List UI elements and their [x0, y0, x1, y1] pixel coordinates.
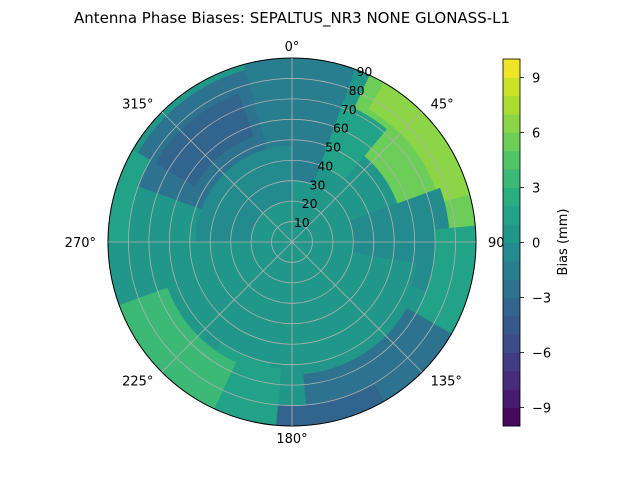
colorbar-segment [503, 59, 520, 78]
colorbar-tick-label: 6 [532, 126, 540, 141]
colorbar-segment [503, 224, 520, 243]
colorbar-segment [503, 297, 520, 317]
colorbar-segment [503, 77, 520, 97]
angular-gridline-225 [161, 241, 293, 373]
colorbar-segment [503, 352, 520, 372]
colorbar-segment [503, 150, 520, 170]
radial-tick-label: 80 [349, 83, 365, 98]
radial-tick-label: 70 [341, 102, 357, 117]
angular-gridline-45 [291, 111, 423, 243]
colorbar-segment [503, 242, 520, 262]
colorbar-segment [503, 187, 520, 207]
angular-tick-label: 270° [65, 236, 96, 251]
colorbar: −9 −6 −3 0 3 6 9 [502, 58, 551, 427]
colorbar-segment [503, 389, 520, 409]
angular-tick-label: 315° [122, 97, 153, 112]
angular-tick-labels: 0°45°90°135°180°225°270°315° [65, 40, 511, 447]
colorbar-segment [503, 407, 520, 427]
colorbar-segment [503, 334, 520, 353]
radial-tick-label: 40 [317, 158, 333, 173]
radial-tick-label: 10 [294, 215, 310, 230]
angular-tick-label: 45° [431, 97, 454, 112]
radial-tick-label: 60 [333, 121, 349, 136]
contour-region-12 [155, 93, 254, 187]
angular-gridline-135 [291, 241, 423, 373]
colorbar-tick-label: −6 [532, 347, 551, 362]
colorbar-segment [503, 205, 520, 225]
colorbar-segment [503, 95, 520, 115]
angular-tick-label: 225° [122, 375, 153, 390]
colorbar-segment [503, 169, 520, 188]
colorbar-segment [503, 315, 520, 335]
colorbar-segment [503, 132, 520, 152]
chart-title: Antenna Phase Biases: SEPALTUS_NR3 NONE … [74, 9, 510, 28]
colorbar-segment [503, 114, 520, 133]
colorbar-tick-label: −3 [532, 292, 551, 307]
radial-tick-label: 50 [325, 140, 341, 155]
colorbar-tick-label: 0 [532, 237, 540, 252]
colorbar-label: Bias (mm) [556, 209, 571, 276]
radial-tick-label: 20 [302, 196, 318, 211]
colorbar-segment [503, 370, 520, 390]
colorbar-segment [503, 260, 520, 280]
colorbar-tick-label: 9 [532, 71, 540, 86]
colorbar-tick-label: −9 [532, 402, 551, 417]
angular-tick-label: 180° [276, 432, 307, 447]
contour-region-15 [269, 247, 418, 369]
colorbar-segment [503, 279, 520, 298]
radial-tick-label: 90 [356, 64, 372, 79]
radial-tick-labels: 10 20 30 40 50 60 70 80 90 [294, 64, 373, 230]
angular-tick-label: 135° [431, 375, 462, 390]
polar-grid [107, 57, 477, 427]
radial-tick-label: 30 [310, 177, 326, 192]
colorbar-tick-label: 3 [532, 181, 540, 196]
angular-gridline-315 [161, 111, 293, 243]
angular-tick-label: 0° [285, 40, 300, 55]
